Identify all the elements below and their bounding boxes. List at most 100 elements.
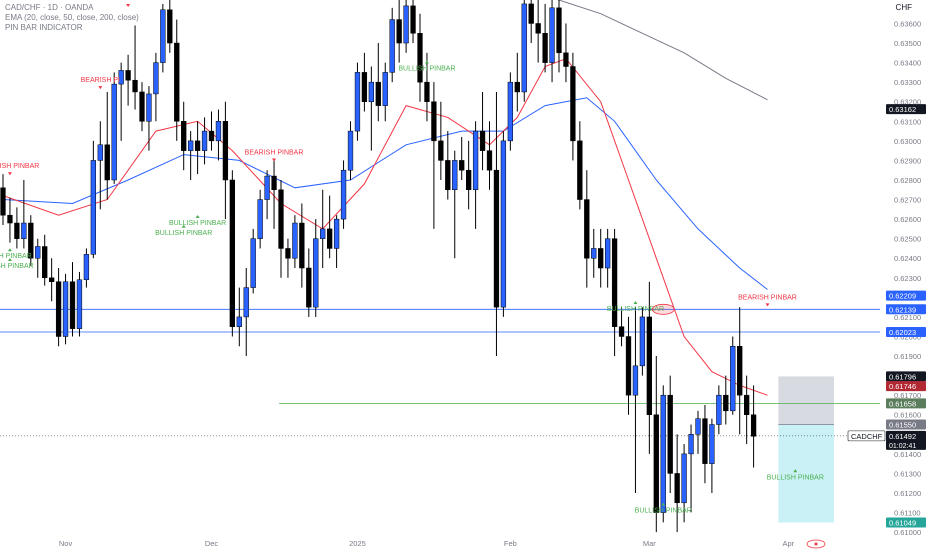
y-tick-label: 0.61100	[894, 509, 921, 518]
candle-body	[486, 150, 493, 171]
candle	[236, 287, 242, 347]
candle	[271, 160, 277, 229]
price-axis[interactable]: 0.636000.635000.634000.633000.632000.631…	[847, 0, 932, 550]
candle-body	[340, 169, 347, 220]
candle	[681, 444, 687, 523]
candle-body	[257, 199, 263, 239]
hline-price-tag: 0.62023	[889, 328, 916, 337]
candle-body	[76, 279, 83, 329]
candle-body	[243, 287, 249, 318]
candle	[0, 174, 6, 225]
annotation-label: BULLISH PINBAR	[169, 220, 226, 227]
candle-body	[146, 93, 152, 122]
y-tick-label: 0.62900	[894, 156, 921, 165]
stop-loss-zone	[778, 376, 834, 425]
candle	[653, 356, 659, 533]
candle-body	[313, 238, 319, 308]
x-tick-label: 2025	[349, 539, 366, 548]
candle-body	[591, 248, 597, 259]
candle-body	[271, 175, 277, 191]
candle	[69, 262, 76, 337]
bearish-pinbar-annotation: BEARISH PINBAR	[245, 150, 303, 162]
bullish-marker-icon	[181, 224, 186, 228]
candle	[146, 86, 152, 151]
candle-body	[563, 52, 569, 67]
candle	[35, 238, 41, 278]
bullish-pinbar-annotation: LLISH PINBAR	[0, 258, 34, 270]
candle	[549, 0, 555, 83]
candle	[368, 66, 375, 151]
candle-body	[723, 394, 729, 412]
candle-body	[229, 179, 235, 327]
candle-body	[153, 62, 159, 95]
candle	[702, 404, 708, 484]
y-tick-label: 0.62800	[894, 176, 921, 185]
candle-body	[250, 238, 256, 288]
candle	[333, 215, 340, 269]
candle-body	[104, 144, 110, 181]
highlight-ellipse	[651, 303, 675, 315]
candle	[459, 136, 465, 180]
price-tag-bg	[886, 419, 926, 430]
candle	[340, 160, 347, 229]
bearish-pinbar-annotation: BEARISH PI	[81, 77, 120, 90]
ema50-line	[2, 97, 768, 290]
candle-body	[577, 140, 583, 200]
candle	[605, 228, 611, 288]
candle	[723, 375, 729, 425]
candle	[563, 23, 569, 83]
y-tick-label: 0.63400	[894, 59, 921, 68]
candle-body	[347, 130, 354, 171]
horizontal-lines-layer	[0, 308, 880, 437]
candle-body	[660, 394, 666, 513]
candle	[452, 150, 458, 259]
candle	[750, 385, 757, 468]
countdown-tag: 01:02:41	[889, 443, 916, 450]
hline-price-tag: 0.62139	[889, 305, 916, 314]
last-price-tag-bg	[886, 430, 926, 450]
bullish-pinbar-annotation: BULLISH PINBAR	[767, 469, 824, 481]
candle	[528, 0, 534, 44]
candle-body	[28, 222, 34, 259]
hline-price-tag-bg	[886, 326, 926, 337]
y-tick-label: 0.62400	[894, 254, 921, 263]
candle-body	[598, 248, 604, 269]
annotation-label: BEARISH PINBAR	[0, 163, 39, 170]
y-tick-label: 0.63600	[894, 19, 921, 28]
price-tag: 0.63162	[889, 105, 916, 114]
y-tick-label: 0.63200	[894, 98, 921, 107]
ema200-line	[557, 0, 768, 101]
annotation-label: BULLISH PINBAR	[635, 508, 692, 515]
candle-body	[174, 42, 180, 122]
bearish-marker-icon	[98, 86, 103, 90]
candle	[14, 207, 20, 249]
candle-body	[410, 5, 416, 34]
candle	[292, 215, 298, 269]
indicator-line[interactable]: PIN BAR INDICATOR	[5, 23, 83, 32]
candle	[472, 121, 479, 229]
y-tick-label: 0.61900	[894, 352, 921, 361]
last-price-tag: 0.61492	[889, 432, 916, 441]
candle-body	[549, 7, 555, 63]
candle	[744, 375, 750, 445]
hline-price-tag: 0.61658	[889, 399, 916, 408]
annotation-label: BEARISH PINBAR	[738, 294, 797, 301]
bearish-pinbar-annotation: BEARISH PINBAR	[0, 163, 39, 176]
time-axis[interactable]: Nov Dec 2025 Feb Mar Apr	[59, 539, 826, 549]
candle-body	[584, 199, 590, 259]
candle	[104, 91, 110, 200]
price-tag-bg	[886, 381, 926, 392]
symbol-line[interactable]: CAD/CHF · 1D · OANDA	[5, 3, 94, 12]
candle	[347, 121, 354, 180]
candle	[688, 424, 694, 513]
candle-body	[327, 228, 333, 249]
candle	[215, 109, 222, 161]
candle	[320, 189, 326, 269]
candle-body	[0, 187, 6, 216]
y-tick-label: 0.61400	[894, 450, 921, 459]
candle	[730, 336, 736, 415]
ema-line[interactable]: EMA (20, close, 50, close, 200, close)	[5, 13, 139, 22]
candle	[194, 121, 201, 175]
candle-body	[208, 130, 215, 142]
